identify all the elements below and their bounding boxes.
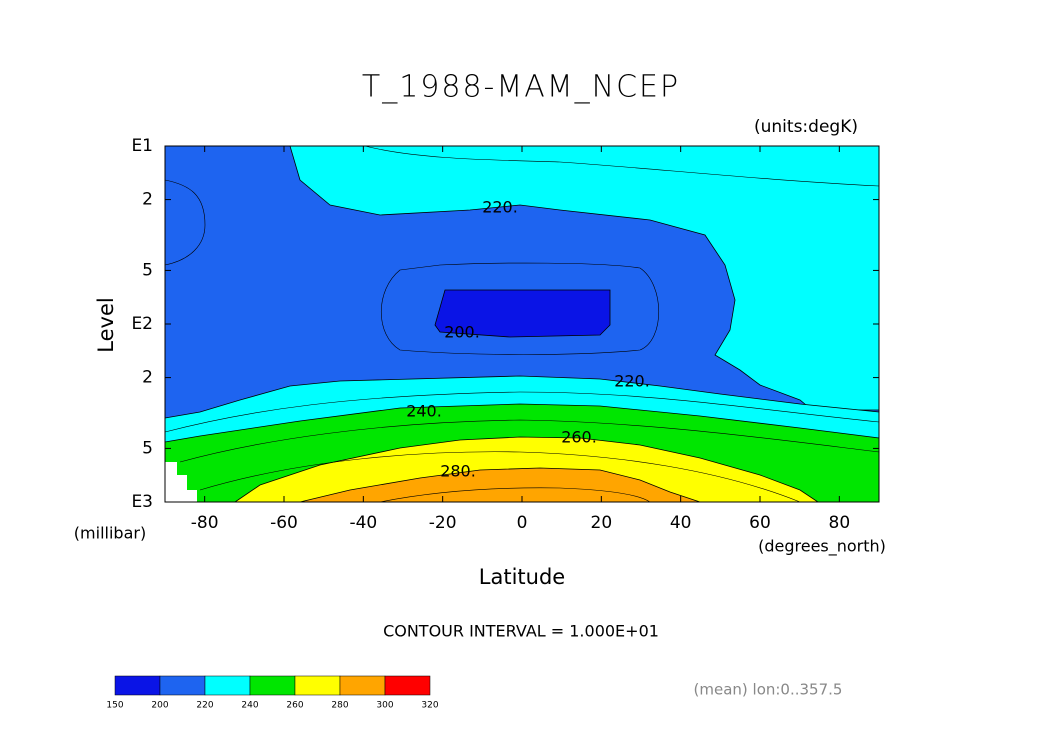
contour-label: 200. (444, 323, 480, 342)
y-tick-label: 2 (142, 368, 153, 388)
missing-data (165, 462, 197, 502)
x-units: (degrees_north) (758, 537, 886, 557)
colorbar-label: 240 (241, 701, 258, 711)
contour-label: 220. (482, 198, 518, 217)
contour-line (164, 179, 206, 266)
contour-line (179, 419, 880, 463)
colorbar-swatch (384, 675, 431, 696)
y-tick-label: E2 (131, 314, 153, 334)
y-tick-label: 2 (142, 190, 153, 210)
y-units: (millibar) (74, 524, 146, 543)
contour-line (364, 145, 880, 187)
colorbar-label: 260 (286, 701, 303, 711)
contour-line (379, 487, 651, 503)
contour-label: 280. (440, 462, 476, 481)
y-tick-label: E1 (131, 136, 153, 156)
colorbar-swatch (114, 675, 161, 696)
colorbar-label: 200 (151, 701, 168, 711)
colorbar-swatch (249, 675, 296, 696)
colorbar-swatch (294, 675, 341, 696)
y-tick-label: 5 (142, 260, 153, 280)
x-tick-label: -80 (191, 513, 219, 533)
colorbar-swatch (159, 675, 206, 696)
colorbar-label: 280 (331, 701, 348, 711)
y-axis-label: Level (94, 297, 118, 352)
x-tick-label: -20 (429, 513, 457, 533)
x-axis-label: Latitude (479, 565, 565, 589)
y-tick-label: 5 (142, 438, 153, 458)
contour-line (199, 451, 801, 503)
contour-label: 260. (561, 428, 597, 447)
x-tick-label: -60 (270, 513, 298, 533)
contour-line (381, 262, 659, 355)
x-tick-label: 80 (829, 513, 851, 533)
footnote: (mean) lon:0..357.5 (694, 681, 843, 699)
colorbar-label: 150 (106, 701, 123, 711)
colorbar-label: 220 (196, 701, 213, 711)
x-tick-label: 0 (517, 513, 528, 533)
y-tick-label: E3 (131, 492, 153, 512)
chart-title: T_1988-MAM_NCEP (362, 70, 680, 105)
contour-label: 240. (406, 402, 442, 421)
colorbar-swatch (204, 675, 251, 696)
contour-line (164, 391, 880, 433)
x-tick-label: 40 (670, 513, 692, 533)
x-tick-label: -40 (349, 513, 377, 533)
contour-label: 220. (614, 372, 650, 391)
contour-region (434, 289, 611, 338)
x-tick-label: 20 (591, 513, 613, 533)
colorbar-label: 320 (421, 701, 438, 711)
colorbar-swatch (339, 675, 386, 696)
colorbar-label: 300 (376, 701, 393, 711)
contour-region (299, 467, 701, 503)
contour-interval: CONTOUR INTERVAL = 1.000E+01 (383, 622, 659, 641)
units-label: (units:degK) (754, 117, 858, 137)
x-tick-label: 60 (749, 513, 771, 533)
